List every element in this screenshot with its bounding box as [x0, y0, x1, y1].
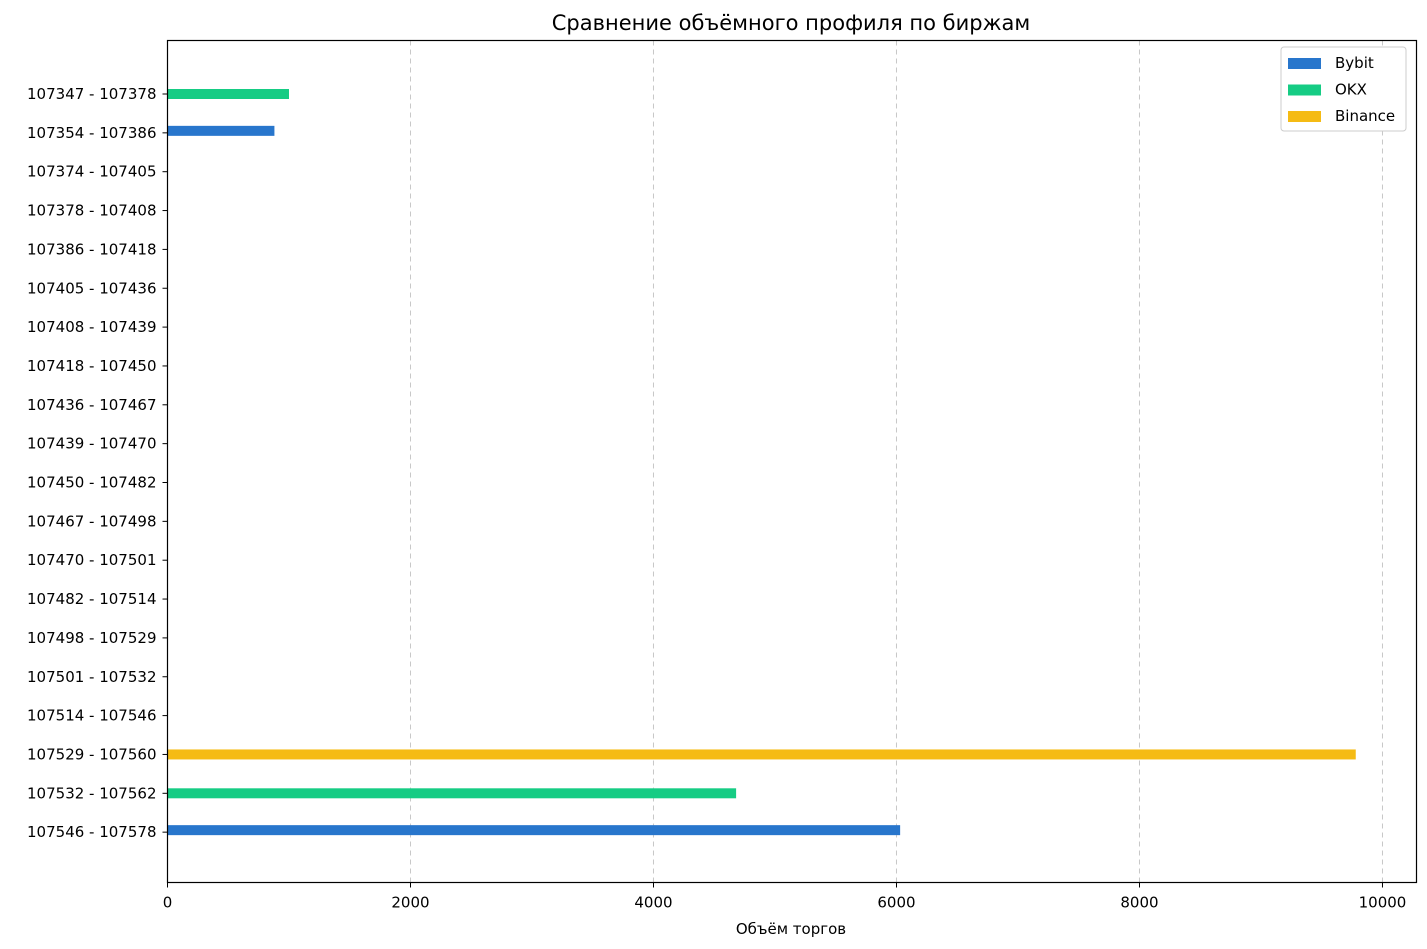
- y-tick-label: 107386 - 107418: [27, 240, 156, 258]
- bar-okx-18: [167, 788, 737, 799]
- x-axis-title: Объём торгов: [736, 920, 846, 938]
- y-tick-label: 107347 - 107378: [27, 85, 156, 103]
- x-tick-label: 8000: [1120, 894, 1158, 912]
- y-tick-label: 107532 - 107562: [27, 784, 156, 802]
- y-tick-label: 107450 - 107482: [27, 474, 156, 492]
- y-tick-label: 107354 - 107386: [27, 124, 156, 142]
- y-tick-label: 107436 - 107467: [27, 396, 156, 414]
- y-tick-label: 107405 - 107436: [27, 279, 156, 297]
- y-axis: 107347 - 107378 107354 - 107386 107374 - 1…: [27, 85, 168, 841]
- bar-okx-0: [167, 89, 289, 99]
- y-tick-label: 107439 - 107470: [27, 435, 156, 453]
- x-tick-label: 4000: [634, 894, 672, 912]
- y-tick-label: 107378 - 107408: [27, 202, 156, 220]
- x-tick-label: 2000: [391, 894, 429, 912]
- legend-label-binance: Binance: [1335, 107, 1395, 125]
- y-tick-label: 107482 - 107514: [27, 590, 156, 608]
- legend: Bybit OKX Binance: [1280, 46, 1407, 132]
- x-tick-label: 6000: [877, 894, 915, 912]
- y-tick-label: 107546 - 107578: [27, 823, 156, 841]
- y-tick-label: 107498 - 107529: [27, 629, 156, 647]
- bar-binance-17: [167, 749, 1356, 760]
- y-tick-label: 107467 - 107498: [27, 512, 156, 530]
- bars: [167, 89, 1356, 836]
- y-tick-label: 107470 - 107501: [27, 551, 156, 569]
- legend-swatch-bybit: [1288, 58, 1321, 69]
- x-tick-label: 0: [163, 894, 173, 912]
- legend-swatch-okx: [1288, 84, 1321, 96]
- plot-frame: [166, 39, 1418, 884]
- legend-label-okx: OKX: [1335, 81, 1367, 99]
- x-axis: 0 2000 4000 6000 8000 10000: [163, 882, 1407, 912]
- y-tick-label: 107418 - 107450: [27, 357, 156, 375]
- legend-swatch-binance: [1288, 111, 1321, 122]
- bar-bybit-19: [167, 825, 901, 836]
- x-tick-label: 10000: [1359, 894, 1407, 912]
- bar-bybit-1: [167, 125, 275, 136]
- y-tick-label: 107408 - 107439: [27, 318, 156, 336]
- legend-label-bybit: Bybit: [1335, 54, 1374, 72]
- y-tick-label: 107514 - 107546: [27, 707, 156, 725]
- y-tick-label: 107374 - 107405: [27, 163, 156, 181]
- y-tick-label: 107501 - 107532: [27, 668, 156, 686]
- y-tick-label: 107529 - 107560: [27, 745, 156, 763]
- chart-title: Сравнение объёмного профиля по биржам: [552, 11, 1030, 35]
